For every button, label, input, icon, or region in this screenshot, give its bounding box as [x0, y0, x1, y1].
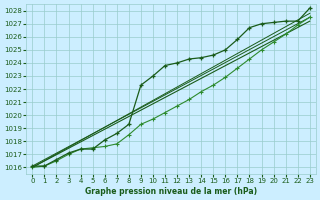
X-axis label: Graphe pression niveau de la mer (hPa): Graphe pression niveau de la mer (hPa) [85, 187, 257, 196]
